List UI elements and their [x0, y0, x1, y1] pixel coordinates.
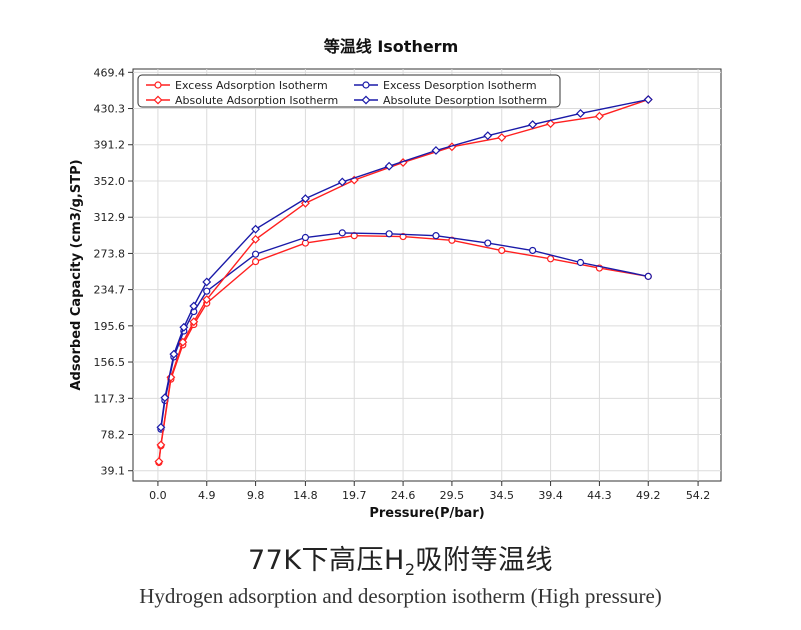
x-tick-label: 39.4: [538, 489, 563, 502]
legend-marker: [154, 81, 162, 89]
legend-label: Absolute Adsorption Isotherm: [175, 94, 338, 107]
legend-label: Excess Desorption Isotherm: [383, 79, 537, 92]
data-point: [156, 440, 166, 450]
data-point: [384, 161, 394, 171]
data-point: [594, 111, 604, 121]
data-point: [431, 146, 441, 155]
y-tick-label: 430.3: [94, 103, 126, 116]
x-tick-label: 9.8: [247, 489, 265, 502]
data-point: [338, 229, 346, 237]
legend-box: [137, 74, 561, 108]
data-point: [202, 277, 212, 287]
data-point: [301, 233, 310, 242]
y-tick-label: 352.0: [94, 175, 126, 188]
data-point: [189, 317, 199, 327]
data-point: [156, 422, 166, 432]
data-point: [251, 224, 261, 234]
caption-chinese: 77K下高压H2吸附等温线: [0, 538, 801, 579]
data-point: [202, 295, 212, 304]
legend-label: Excess Adsorption Isotherm: [175, 79, 328, 92]
data-point: [179, 322, 189, 332]
x-tick-label: 19.7: [342, 489, 367, 502]
data-point: [546, 119, 556, 129]
data-point: [337, 177, 347, 187]
data-point: [169, 349, 179, 359]
legend-item: Excess Desorption Isotherm: [354, 79, 537, 92]
data-point: [300, 198, 310, 208]
legend: Excess Adsorption Isotherm Excess Desorpt…: [137, 74, 561, 108]
data-point: [483, 131, 493, 141]
y-tick-label: 312.9: [94, 211, 126, 224]
x-tick-label: 44.3: [587, 489, 612, 502]
data-point: [154, 457, 164, 467]
legend-item: Absolute Adsorption Isotherm: [146, 94, 338, 107]
data-point: [546, 255, 555, 263]
legend-item: Absolute Desorption Isotherm: [354, 94, 547, 107]
x-tick-label: 54.2: [686, 489, 711, 502]
isotherm-chart: 等温线 Isotherm 0.0 4.9 9.8 14.8 19.7 24.6 29.5 34…: [69, 37, 722, 521]
legend-label: Absolute Desorption Isotherm: [383, 94, 547, 107]
data-point: [160, 393, 170, 403]
data-point: [203, 287, 211, 295]
data-point: [189, 301, 199, 311]
y-tick-label: 273.8: [94, 247, 126, 260]
series-layer: [154, 95, 653, 467]
caption-zh-subscript: 2: [404, 560, 416, 579]
x-axis-label: Pressure(P/bar): [369, 506, 484, 521]
y-tick-label: 117.3: [94, 392, 126, 405]
series-4: [156, 95, 653, 432]
x-tick-label: 29.5: [440, 489, 465, 502]
y-tick-label: 39.1: [101, 465, 126, 478]
x-tick-label: 34.5: [489, 489, 514, 502]
y-tick-label: 391.2: [94, 139, 126, 152]
legend-marker: [361, 95, 371, 105]
data-point: [251, 234, 261, 244]
series-2: [157, 229, 652, 433]
data-point: [432, 232, 440, 240]
caption-english: Hydrogen adsorption and desorption isoth…: [139, 584, 662, 608]
y-tick-label: 78.2: [101, 429, 126, 442]
data-point: [528, 120, 538, 129]
x-axis-ticks: 0.0 4.9 9.8 14.8 19.7 24.6 29.5 34.5 39.4 44.3 49.…: [149, 481, 710, 502]
data-point: [644, 272, 652, 280]
x-tick-label: 24.6: [391, 489, 416, 502]
x-tick-label: 4.9: [198, 489, 216, 502]
y-axis-label: Adsorbed Capacity (cm3/g,STP): [69, 159, 84, 390]
caption-zh-main: 77K下高压H: [247, 545, 405, 576]
data-point: [385, 230, 393, 238]
data-point: [497, 133, 507, 142]
x-tick-label: 49.2: [636, 489, 661, 502]
data-point: [576, 258, 585, 267]
x-tick-label: 0.0: [149, 489, 167, 502]
data-point: [576, 108, 585, 118]
data-point: [484, 239, 492, 247]
chart-title: 等温线 Isotherm: [323, 37, 459, 56]
y-axis-ticks: 39.1 78.2 117.3 156.5 195.6 234.7 273.8 312.9 35…: [94, 66, 133, 478]
legend-marker: [153, 95, 163, 105]
legend-marker: [362, 81, 370, 89]
data-point: [498, 246, 506, 255]
legend-item: Excess Adsorption Isotherm: [146, 79, 328, 92]
data-point: [178, 337, 188, 347]
data-point: [643, 95, 653, 105]
caption-zh-tail: 吸附等温线: [415, 545, 554, 576]
data-point: [251, 250, 260, 258]
y-tick-label: 195.6: [94, 320, 126, 333]
data-point: [251, 257, 260, 266]
x-tick-label: 14.8: [293, 489, 318, 502]
data-point: [529, 246, 537, 255]
y-tick-label: 156.5: [94, 356, 126, 369]
data-point: [300, 194, 310, 204]
plot-area: [132, 68, 722, 482]
y-tick-label: 469.4: [94, 66, 126, 79]
y-tick-label: 234.7: [94, 284, 126, 297]
